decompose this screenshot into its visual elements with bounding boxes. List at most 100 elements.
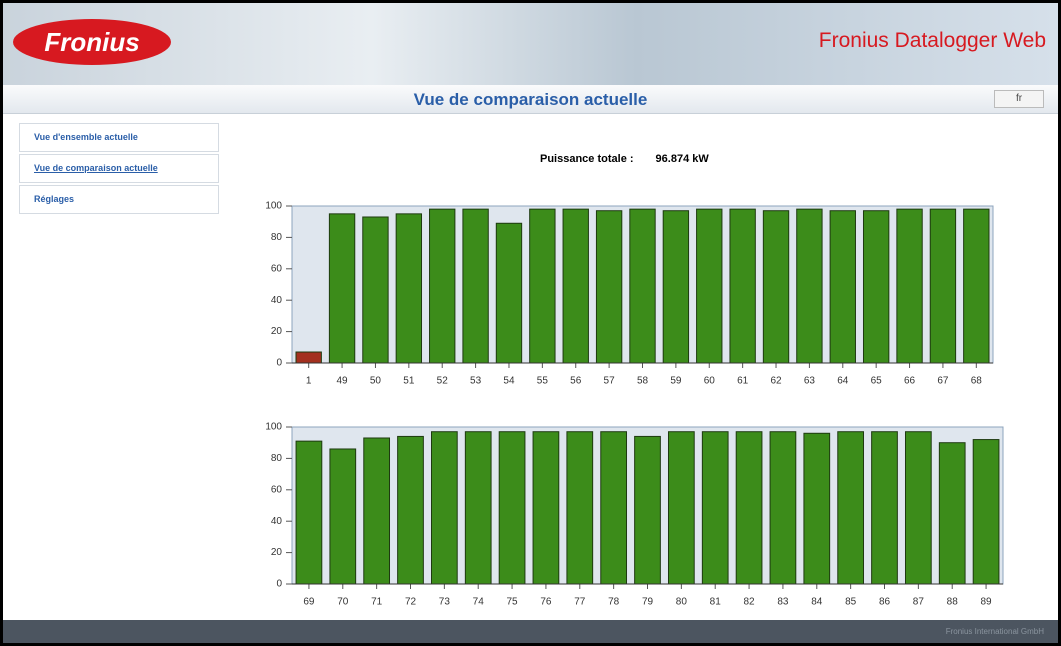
bar — [804, 433, 830, 584]
page: Fronius Fronius Datalogger Web Vue de co… — [0, 0, 1061, 646]
x-tick-label: 62 — [770, 376, 782, 387]
x-tick-label: 79 — [642, 597, 654, 608]
x-tick-label: 72 — [405, 597, 417, 608]
x-tick-label: 63 — [804, 376, 816, 387]
x-tick-label: 88 — [947, 597, 959, 608]
x-tick-label: 75 — [507, 597, 519, 608]
bar — [736, 432, 762, 584]
x-tick-label: 49 — [337, 376, 349, 387]
x-tick-label: 51 — [403, 376, 415, 387]
y-tick-label: 80 — [271, 453, 283, 464]
x-tick-label: 53 — [470, 376, 482, 387]
bar — [496, 223, 521, 363]
x-tick-label: 80 — [676, 597, 688, 608]
x-tick-label: 81 — [710, 597, 722, 608]
bar — [465, 432, 491, 584]
bar — [563, 209, 588, 363]
x-tick-label: 57 — [604, 376, 616, 387]
x-tick-label: 60 — [704, 376, 716, 387]
y-tick-label: 60 — [271, 263, 283, 274]
bar — [797, 209, 822, 363]
bar — [530, 209, 555, 363]
x-tick-label: 73 — [439, 597, 451, 608]
x-tick-label: 76 — [540, 597, 552, 608]
bar — [363, 217, 388, 363]
bar — [905, 432, 931, 584]
bar — [863, 211, 888, 363]
footer-text: Fronius International GmbH — [946, 627, 1044, 636]
bar — [630, 209, 655, 363]
x-tick-label: 82 — [744, 597, 756, 608]
bar — [364, 438, 390, 584]
bar — [702, 432, 728, 584]
x-tick-label: 84 — [811, 597, 823, 608]
bar — [964, 209, 989, 363]
y-tick-label: 100 — [265, 422, 282, 433]
bar — [668, 432, 694, 584]
x-tick-label: 50 — [370, 376, 382, 387]
x-tick-label: 87 — [913, 597, 925, 608]
bar — [973, 440, 999, 584]
x-tick-label: 1 — [306, 376, 312, 387]
x-tick-label: 83 — [777, 597, 789, 608]
y-tick-label: 60 — [271, 484, 283, 495]
x-tick-label: 70 — [337, 597, 349, 608]
bar — [396, 214, 421, 363]
y-tick-label: 20 — [271, 547, 283, 558]
x-tick-label: 68 — [971, 376, 983, 387]
bar — [930, 209, 955, 363]
bar — [730, 209, 755, 363]
bar — [533, 432, 559, 584]
x-tick-label: 78 — [608, 597, 620, 608]
x-tick-label: 86 — [879, 597, 891, 608]
bar — [430, 209, 455, 363]
bar — [697, 209, 722, 363]
x-tick-label: 61 — [737, 376, 749, 387]
x-tick-label: 54 — [503, 376, 515, 387]
bar — [431, 432, 457, 584]
x-tick-label: 65 — [871, 376, 883, 387]
x-tick-label: 85 — [845, 597, 857, 608]
y-tick-label: 0 — [276, 358, 282, 369]
y-tick-label: 100 — [265, 201, 282, 212]
bar — [601, 432, 627, 584]
bar — [635, 436, 661, 584]
x-tick-label: 66 — [904, 376, 916, 387]
bar — [770, 432, 796, 584]
x-tick-label: 55 — [537, 376, 549, 387]
y-tick-label: 40 — [271, 295, 283, 306]
bar — [296, 441, 322, 584]
x-tick-label: 74 — [473, 597, 485, 608]
bar — [897, 209, 922, 363]
y-tick-label: 40 — [271, 516, 283, 527]
x-tick-label: 52 — [437, 376, 449, 387]
y-tick-label: 80 — [271, 232, 283, 243]
footer: Fronius International GmbH — [3, 620, 1058, 643]
x-tick-label: 59 — [670, 376, 682, 387]
x-tick-label: 58 — [637, 376, 649, 387]
bar — [838, 432, 864, 584]
x-tick-label: 67 — [937, 376, 949, 387]
bar — [296, 352, 321, 363]
bar — [596, 211, 621, 363]
y-tick-label: 0 — [276, 579, 282, 590]
bar — [463, 209, 488, 363]
bar — [939, 443, 965, 584]
bar — [329, 214, 354, 363]
y-tick-label: 20 — [271, 326, 283, 337]
bar — [330, 449, 356, 584]
bar — [830, 211, 855, 363]
bar — [872, 432, 898, 584]
bar — [663, 211, 688, 363]
bar — [499, 432, 525, 584]
bar — [763, 211, 788, 363]
bar — [567, 432, 593, 584]
charts: 0 20 40 60 80 100 1 49 50 51 52 53 54 55 56 57 58 59 60 61 6… — [3, 3, 1058, 620]
x-tick-label: 77 — [574, 597, 586, 608]
bar — [398, 436, 424, 584]
x-tick-label: 64 — [837, 376, 849, 387]
x-tick-label: 69 — [303, 597, 315, 608]
x-tick-label: 89 — [981, 597, 993, 608]
x-tick-label: 71 — [371, 597, 383, 608]
x-tick-label: 56 — [570, 376, 582, 387]
